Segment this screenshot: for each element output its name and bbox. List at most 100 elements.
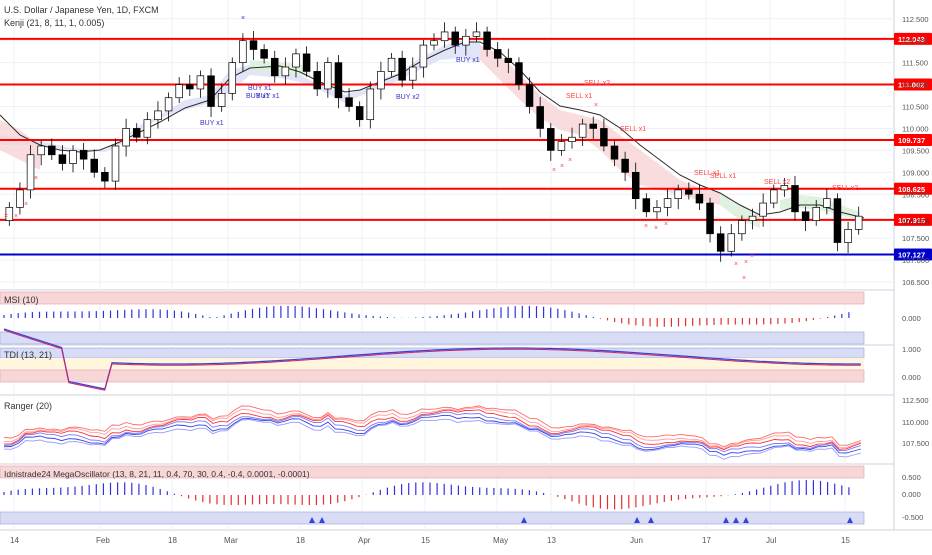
candle-body[interactable]	[536, 106, 544, 129]
candle-body[interactable]	[111, 145, 120, 182]
candle-body[interactable]	[228, 62, 237, 94]
candle-body[interactable]	[260, 49, 268, 59]
price-axis-tick: 107.500	[902, 234, 929, 243]
candle-body[interactable]	[281, 66, 290, 77]
candle-body[interactable]	[770, 189, 778, 204]
candle-body[interactable]	[685, 189, 693, 195]
candle-body[interactable]	[5, 207, 14, 221]
candle-body[interactable]	[207, 75, 215, 107]
candle-body[interactable]	[727, 233, 736, 252]
candle-body[interactable]	[674, 189, 682, 199]
candle-body[interactable]	[48, 145, 56, 156]
candle-body[interactable]	[738, 220, 746, 235]
candle-body[interactable]	[557, 141, 566, 151]
signal-cross-icon: ×	[654, 225, 658, 232]
candle-body[interactable]	[430, 40, 438, 46]
candle-body[interactable]	[324, 62, 332, 90]
candle-body[interactable]	[642, 198, 651, 213]
candle-body[interactable]	[409, 66, 417, 81]
price-level-tag	[894, 182, 932, 195]
signal-cross-icon: ×	[456, 43, 460, 50]
time-axis-tick: 13	[547, 536, 556, 545]
candle-body[interactable]	[440, 31, 449, 42]
candle-body[interactable]	[706, 202, 714, 235]
candle-body[interactable]	[568, 136, 576, 142]
oscillator-triangle-marker	[521, 517, 527, 523]
candle-body[interactable]	[302, 53, 311, 72]
candle-body[interactable]	[631, 171, 640, 199]
candle-body[interactable]	[16, 189, 24, 208]
ranger-label: Ranger (20)	[4, 401, 52, 411]
candle-body[interactable]	[780, 185, 789, 191]
time-axis-tick: Apr	[358, 536, 371, 545]
candle-body[interactable]	[600, 128, 608, 147]
candle-body[interactable]	[154, 110, 162, 121]
candle-body[interactable]	[578, 123, 587, 138]
candle-body[interactable]	[398, 57, 406, 81]
symbol-title: U.S. Dollar / Japanese Yen, 1D, FXCM	[4, 5, 159, 15]
candle-body[interactable]	[37, 145, 45, 156]
candle-body[interactable]	[122, 128, 130, 147]
candle-body[interactable]	[716, 233, 725, 252]
candle-body[interactable]	[854, 215, 863, 230]
candle-body[interactable]	[823, 198, 831, 208]
candle-body[interactable]	[653, 207, 661, 213]
candle-body[interactable]	[345, 97, 353, 107]
candle-body[interactable]	[334, 62, 343, 99]
candle-body[interactable]	[695, 193, 704, 204]
candle-body[interactable]	[164, 97, 173, 112]
candle-body[interactable]	[58, 154, 67, 164]
candle-body[interactable]	[525, 84, 534, 107]
oscillator-triangle-marker	[309, 517, 315, 523]
candle-body[interactable]	[270, 57, 279, 77]
candle-body[interactable]	[483, 31, 491, 50]
candle-body[interactable]	[143, 119, 152, 138]
candle-body[interactable]	[610, 145, 619, 160]
candle-body[interactable]	[366, 88, 375, 121]
candle-body[interactable]	[504, 57, 513, 63]
signal-cross-icon: ×	[560, 163, 564, 170]
candle-body[interactable]	[801, 211, 810, 221]
candle-body[interactable]	[748, 215, 757, 221]
candle-body[interactable]	[69, 150, 77, 164]
candle-body[interactable]	[355, 106, 364, 121]
candle-body[interactable]	[791, 185, 799, 213]
candle-body[interactable]	[547, 128, 555, 151]
candle-body[interactable]	[515, 62, 523, 85]
candle-body[interactable]	[175, 84, 183, 99]
candle-body[interactable]	[377, 71, 385, 90]
candle-body[interactable]	[387, 57, 396, 72]
candle-body[interactable]	[844, 229, 852, 243]
candle-body[interactable]	[292, 53, 300, 68]
candle-body[interactable]	[313, 71, 321, 90]
candle-body[interactable]	[419, 44, 428, 68]
candle-body[interactable]	[833, 198, 842, 243]
candle-body[interactable]	[759, 202, 767, 217]
candle-body[interactable]	[812, 207, 820, 221]
candle-body[interactable]	[663, 198, 672, 208]
ranger-band-line	[3, 405, 861, 448]
candle-body[interactable]	[90, 158, 98, 173]
candle-body[interactable]	[589, 123, 598, 129]
candle-body[interactable]	[249, 40, 258, 50]
price-level-tag	[894, 32, 932, 45]
candle-body[interactable]	[196, 75, 205, 90]
candle-body[interactable]	[101, 171, 109, 182]
candle-body[interactable]	[186, 84, 194, 90]
candle-body[interactable]	[493, 49, 502, 59]
candle-body[interactable]	[132, 128, 141, 138]
oscillator-axis-tick: -0.500	[902, 513, 923, 522]
candle-body[interactable]	[621, 158, 629, 173]
candle-body[interactable]	[451, 31, 459, 46]
candle-body[interactable]	[239, 40, 247, 63]
candle-body[interactable]	[217, 93, 226, 107]
candle-body[interactable]	[26, 154, 35, 191]
candle-body[interactable]	[79, 150, 88, 160]
candle-body[interactable]	[462, 35, 470, 46]
time-axis-tick: Jul	[766, 536, 776, 545]
price-axis-tick: 112.000	[902, 37, 929, 46]
candle-body[interactable]	[472, 31, 481, 37]
time-axis-tick: 14	[10, 536, 19, 545]
